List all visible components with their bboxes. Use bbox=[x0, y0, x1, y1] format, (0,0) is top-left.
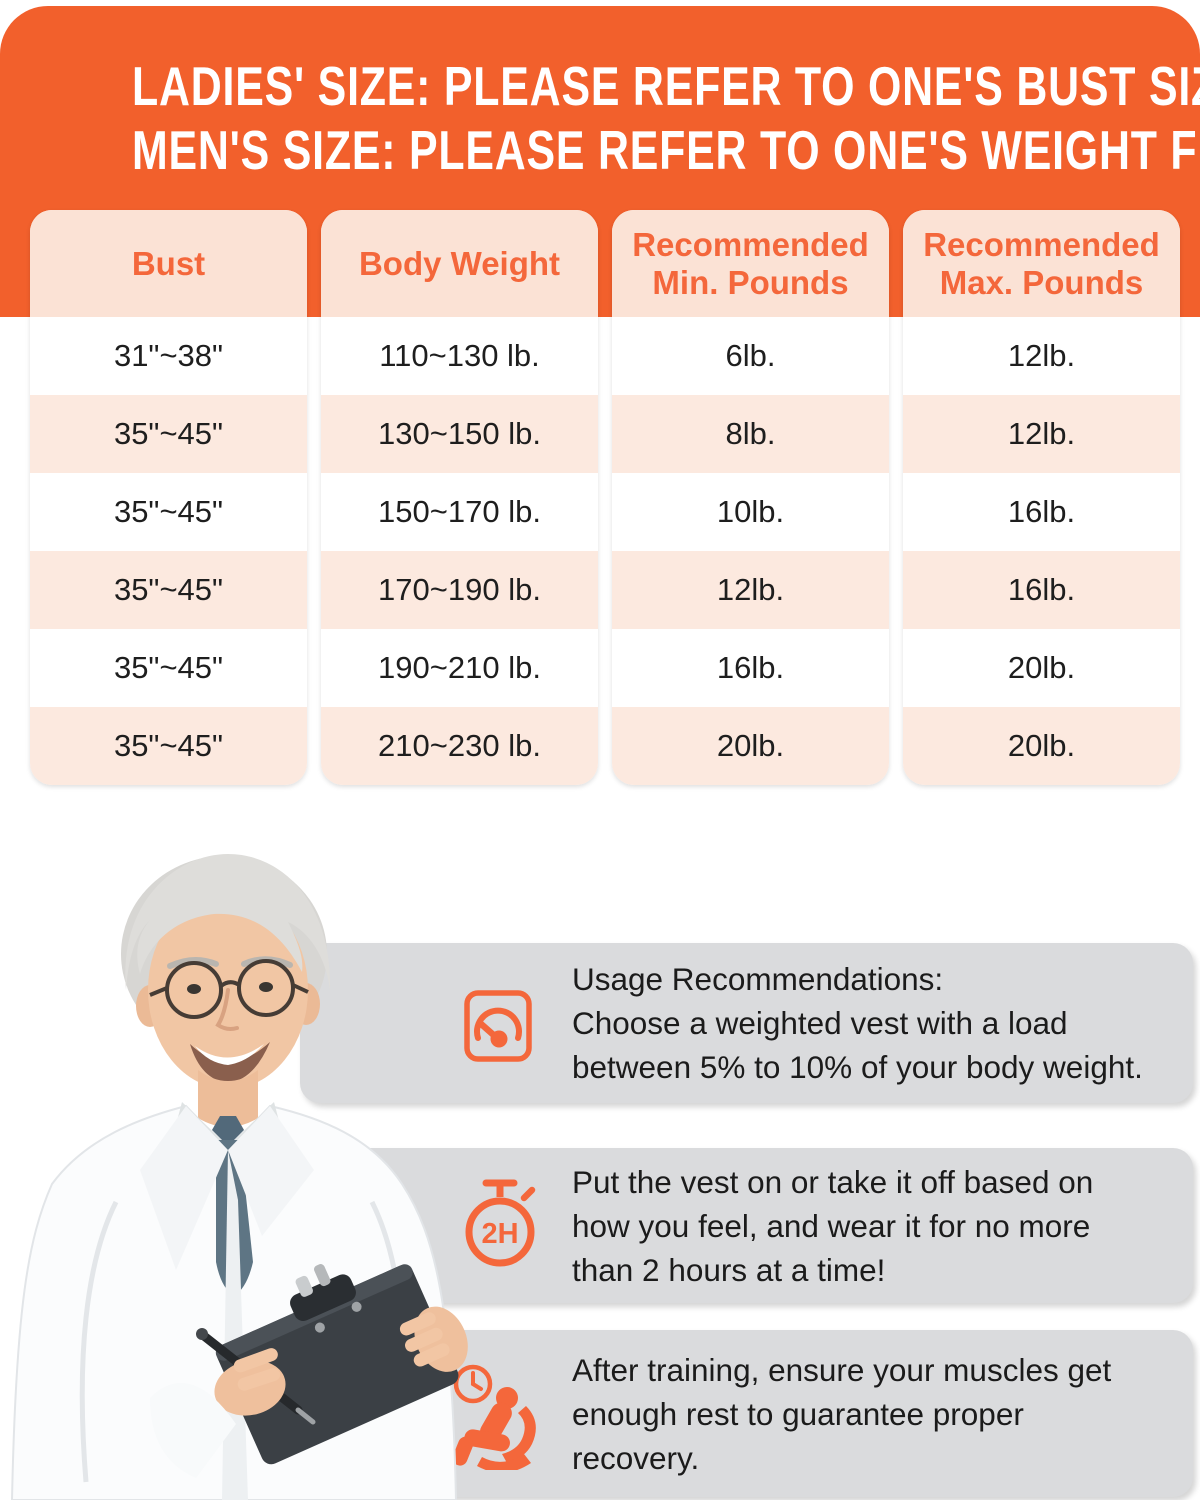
table-cell: 20lb. bbox=[612, 707, 889, 785]
table-cell: 12lb. bbox=[612, 551, 889, 629]
doctor-photo bbox=[10, 854, 468, 1500]
table-cell: 150~170 lb. bbox=[321, 473, 598, 551]
table-cell: 35"~45" bbox=[30, 629, 307, 707]
table-column-bust: Bust 31"~38" 35"~45" 35"~45" 35"~45" 35"… bbox=[30, 210, 307, 785]
table-cell: 16lb. bbox=[903, 551, 1180, 629]
table-cell: 35"~45" bbox=[30, 551, 307, 629]
usage-recommendation-box: Usage Recommendations: Choose a weighted… bbox=[300, 943, 1193, 1103]
text-line: enough rest to guarantee proper bbox=[572, 1395, 1024, 1432]
banner-line-ladies: LADIES' SIZE: PLEASE REFER TO ONE'S BUST… bbox=[132, 55, 1200, 117]
table-cell: 10lb. bbox=[612, 473, 889, 551]
table-cell: 130~150 lb. bbox=[321, 395, 598, 473]
table-cell: 16lb. bbox=[612, 629, 889, 707]
table-cell: 210~230 lb. bbox=[321, 707, 598, 785]
stopwatch-icon: 2H bbox=[465, 1179, 536, 1267]
rest-recovery-text: After training, ensure your muscles get … bbox=[572, 1348, 1111, 1480]
wear-time-box: 2H Put the vest on or take it off based … bbox=[300, 1148, 1193, 1303]
table-column-max-pounds: Recommended Max. Pounds 12lb. 12lb. 16lb… bbox=[903, 210, 1180, 785]
wear-time-text: Put the vest on or take it off based on … bbox=[572, 1160, 1093, 1292]
text-line: recovery. bbox=[572, 1439, 700, 1476]
table-cell: 190~210 lb. bbox=[321, 629, 598, 707]
table-cell: 16lb. bbox=[903, 473, 1180, 551]
column-header-bust: Bust bbox=[30, 210, 307, 317]
column-header-body-weight: Body Weight bbox=[321, 210, 598, 317]
table-cell: 12lb. bbox=[903, 317, 1180, 395]
text-line: Choose a weighted vest with a load bbox=[572, 1005, 1068, 1041]
gauge-icon bbox=[464, 990, 532, 1062]
table-column-min-pounds: Recommended Min. Pounds 6lb. 8lb. 10lb. … bbox=[612, 210, 889, 785]
table-cell: 8lb. bbox=[612, 395, 889, 473]
text-line: Put the vest on or take it off based on bbox=[572, 1163, 1094, 1200]
text-line: Usage Recommendations: bbox=[572, 961, 944, 997]
banner-line-mens: MEN'S SIZE: PLEASE REFER TO ONE'S WEIGHT… bbox=[132, 119, 1200, 181]
table-cell: 20lb. bbox=[903, 707, 1180, 785]
table-column-body-weight: Body Weight 110~130 lb. 130~150 lb. 150~… bbox=[321, 210, 598, 785]
text-line: how you feel, and wear it for no more bbox=[572, 1207, 1091, 1244]
usage-recommendation-text: Usage Recommendations: Choose a weighted… bbox=[572, 957, 1143, 1089]
column-header-max-pounds: Recommended Max. Pounds bbox=[903, 210, 1180, 317]
table-cell: 110~130 lb. bbox=[321, 317, 598, 395]
table-cell: 20lb. bbox=[903, 629, 1180, 707]
rest-recovery-icon bbox=[452, 1364, 536, 1470]
table-cell: 35"~45" bbox=[30, 473, 307, 551]
text-line: between 5% to 10% of your body weight. bbox=[572, 1049, 1143, 1085]
stopwatch-label: 2H bbox=[481, 1218, 518, 1250]
column-header-min-pounds: Recommended Min. Pounds bbox=[612, 210, 889, 317]
table-cell: 12lb. bbox=[903, 395, 1180, 473]
table-cell: 35"~45" bbox=[30, 395, 307, 473]
text-line: than 2 hours at a time! bbox=[572, 1251, 886, 1288]
table-cell: 170~190 lb. bbox=[321, 551, 598, 629]
table-cell: 35"~45" bbox=[30, 707, 307, 785]
banner-text-block: LADIES' SIZE: PLEASE REFER TO ONE'S BUST… bbox=[0, 6, 1200, 182]
table-cell: 31"~38" bbox=[30, 317, 307, 395]
table-cell: 6lb. bbox=[612, 317, 889, 395]
text-line: After training, ensure your muscles get bbox=[572, 1351, 1112, 1388]
